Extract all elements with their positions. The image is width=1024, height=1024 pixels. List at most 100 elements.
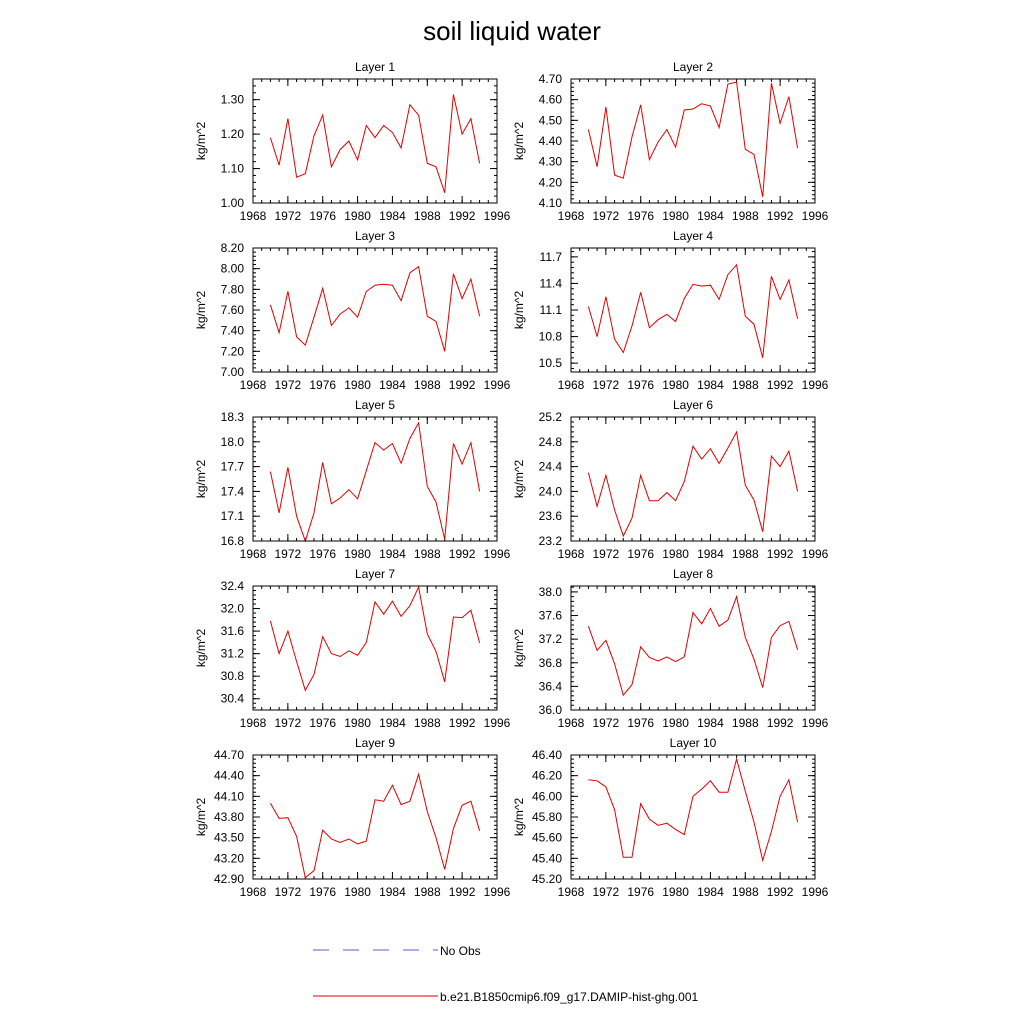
x-tick-label: 1980 [344, 209, 371, 223]
series-line-layer-6 [587, 430, 799, 538]
x-tick-label: 1976 [627, 885, 654, 899]
y-tick-label: 37.2 [539, 632, 563, 646]
x-tick-label: 1976 [309, 209, 336, 223]
panel-title: Layer 9 [355, 736, 395, 750]
x-tick-label: 1988 [732, 209, 759, 223]
x-tick-label: 1980 [344, 716, 371, 730]
x-tick-label: 1980 [662, 716, 689, 730]
y-tick-label: 36.0 [539, 703, 563, 717]
x-tick-label: 1976 [309, 378, 336, 392]
y-tick-label: 43.80 [214, 810, 244, 824]
plot-frame [570, 585, 816, 711]
x-tick-label: 1972 [275, 378, 302, 392]
y-tick-label: 11.1 [540, 303, 563, 317]
plot-frame [570, 247, 816, 373]
y-axis-label: kg/m^2 [194, 122, 208, 161]
x-tick-label: 1984 [379, 378, 406, 392]
y-tick-label: 7.00 [221, 365, 245, 379]
legend-model-label: b.e21.B1850cmip6.f09_g17.DAMIP-hist-ghg.… [440, 990, 698, 1004]
y-tick-label: 24.0 [539, 484, 563, 498]
series-line-layer-7 [269, 585, 481, 692]
x-tick-label: 1972 [593, 885, 620, 899]
y-axis-label: kg/m^2 [194, 798, 208, 837]
x-tick-label: 1980 [662, 885, 689, 899]
x-tick-label: 1996 [484, 209, 511, 223]
x-tick-label: 1976 [309, 547, 336, 561]
x-tick-label: 1988 [414, 209, 441, 223]
y-tick-label: 10.5 [539, 356, 563, 370]
x-tick-label: 1968 [558, 547, 585, 561]
x-tick-label: 1984 [379, 547, 406, 561]
y-tick-label: 8.00 [221, 262, 245, 276]
x-tick-label: 1972 [275, 716, 302, 730]
y-tick-label: 1.10 [221, 162, 245, 176]
y-tick-label: 11.7 [540, 250, 563, 264]
y-tick-label: 4.50 [539, 113, 563, 127]
x-tick-label: 1992 [767, 885, 794, 899]
panel-title: Layer 6 [673, 398, 713, 412]
y-tick-label: 10.8 [539, 330, 563, 344]
x-tick-label: 1984 [697, 209, 724, 223]
y-tick-label: 7.60 [221, 303, 245, 317]
y-tick-label: 44.10 [214, 789, 244, 803]
y-tick-label: 4.10 [539, 196, 563, 210]
x-tick-label: 1972 [275, 885, 302, 899]
y-axis-label: kg/m^2 [194, 291, 208, 330]
panel-title: Layer 5 [355, 398, 395, 412]
panel-layer-10: Layer 10 1968 1972 1976 1980 1984 1988 1992 1996… [512, 736, 829, 899]
x-tick-label: 1968 [240, 885, 267, 899]
y-tick-label: 17.4 [221, 484, 245, 498]
x-tick-label: 1976 [627, 716, 654, 730]
x-tick-label: 1988 [414, 716, 441, 730]
y-tick-label: 31.2 [221, 647, 245, 661]
x-tick-label: 1992 [767, 209, 794, 223]
series-line-layer-2 [587, 81, 799, 197]
x-tick-label: 1996 [484, 716, 511, 730]
legend: No Obs b.e21.B1850cmip6.f09_g17.DAMIP-hi… [313, 944, 698, 1004]
x-tick-label: 1980 [662, 378, 689, 392]
plot-frame [570, 754, 816, 880]
panel-layer-1: Layer 1 1968 1972 1976 1980 1984 1988 1992 1996 1… [194, 60, 511, 223]
y-axis-label: kg/m^2 [194, 460, 208, 499]
legend-obs-label: No Obs [440, 944, 481, 958]
x-tick-label: 1996 [802, 716, 829, 730]
y-tick-label: 45.80 [532, 810, 562, 824]
x-tick-label: 1972 [593, 716, 620, 730]
x-tick-label: 1980 [662, 209, 689, 223]
plot-frame [252, 78, 498, 204]
x-tick-label: 1992 [767, 547, 794, 561]
y-axis-label: kg/m^2 [512, 629, 526, 668]
plot-frame [570, 78, 816, 204]
x-tick-label: 1996 [484, 547, 511, 561]
y-tick-label: 37.6 [539, 609, 563, 623]
y-tick-label: 45.60 [532, 831, 562, 845]
x-tick-label: 1988 [732, 547, 759, 561]
y-tick-label: 4.40 [539, 134, 563, 148]
x-tick-label: 1968 [558, 885, 585, 899]
y-tick-label: 17.7 [221, 460, 245, 474]
x-tick-label: 1992 [449, 209, 476, 223]
y-tick-label: 46.00 [532, 789, 562, 803]
series-line-layer-10 [588, 757, 799, 863]
y-axis-label: kg/m^2 [512, 122, 526, 161]
x-tick-label: 1968 [240, 547, 267, 561]
y-tick-label: 45.40 [532, 851, 562, 865]
series-line-layer-1 [269, 94, 481, 193]
x-tick-label: 1972 [593, 378, 620, 392]
panel-title: Layer 7 [355, 567, 395, 581]
x-tick-label: 1984 [379, 716, 406, 730]
panel-title: Layer 1 [355, 60, 395, 74]
panel-layer-3: Layer 3 1968 1972 1976 1980 1984 1988 1992 1996 7… [194, 229, 511, 392]
series-line-layer-5 [269, 421, 481, 543]
x-tick-label: 1968 [558, 378, 585, 392]
panel-title: Layer 2 [673, 60, 713, 74]
y-axis-label: kg/m^2 [512, 460, 526, 499]
panels: Layer 1 1968 1972 1976 1980 1984 1988 1992 1996 1… [194, 60, 829, 899]
plot-frame [252, 416, 498, 542]
y-tick-label: 4.30 [539, 155, 563, 169]
y-tick-label: 4.60 [539, 93, 563, 107]
x-tick-label: 1984 [379, 209, 406, 223]
x-tick-label: 1996 [802, 885, 829, 899]
x-tick-label: 1972 [275, 209, 302, 223]
x-tick-label: 1992 [449, 716, 476, 730]
